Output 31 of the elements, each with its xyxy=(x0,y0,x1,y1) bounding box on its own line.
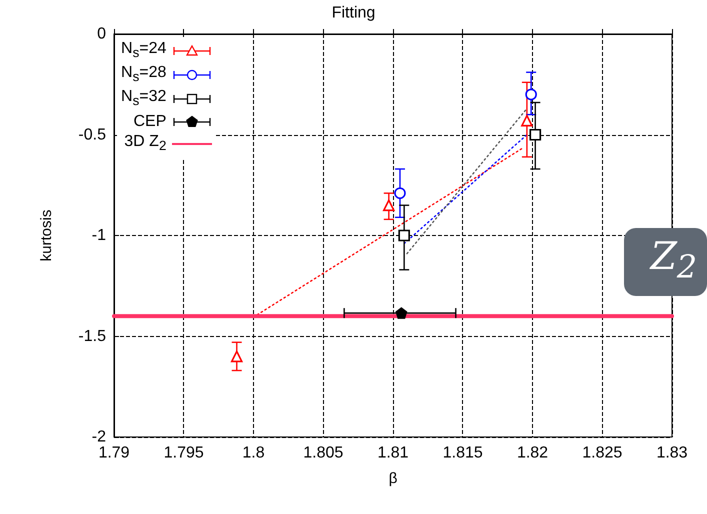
y-tick-label: 0 xyxy=(97,26,106,42)
point xyxy=(529,128,542,141)
x-tick-label: 1.83 xyxy=(656,444,688,462)
legend-label: CEP xyxy=(133,112,166,132)
annotation: Z$_{2}$ xyxy=(624,228,707,296)
legend-label: N$_{s}$=32 xyxy=(121,87,166,111)
x-tick-label: 1.795 xyxy=(164,444,204,462)
x-tick-label: 1.815 xyxy=(442,444,483,462)
legend-label: N$_{s}$=28 xyxy=(121,63,166,86)
x-tick-label: 1.82 xyxy=(516,444,548,462)
y-axis-title: kurtosis xyxy=(38,210,55,262)
point xyxy=(383,199,395,212)
point xyxy=(398,230,410,242)
legend-label: 3D Z$_{2}$ xyxy=(124,132,166,155)
x-tick-label: 1.825 xyxy=(582,444,622,462)
x-tick-label: 1.8 xyxy=(242,444,265,462)
x-tick-label: 1.805 xyxy=(303,444,344,462)
point xyxy=(394,187,406,199)
y-tick-label: -1 xyxy=(92,227,106,244)
x-axis-title: β xyxy=(388,470,398,487)
legend-label: N$_{s}$=24 xyxy=(121,39,166,62)
point xyxy=(521,114,533,126)
point xyxy=(230,350,243,362)
y-tick-label: -1.5 xyxy=(78,328,106,345)
y-tick-label: -0.5 xyxy=(78,126,106,144)
point xyxy=(396,307,408,319)
y-tick-label: -2 xyxy=(92,428,106,446)
point xyxy=(525,88,537,100)
x-tick-label: 1.81 xyxy=(377,444,409,462)
x-tick-label: 1.79 xyxy=(98,444,130,462)
chart-title: Fitting xyxy=(332,4,376,22)
